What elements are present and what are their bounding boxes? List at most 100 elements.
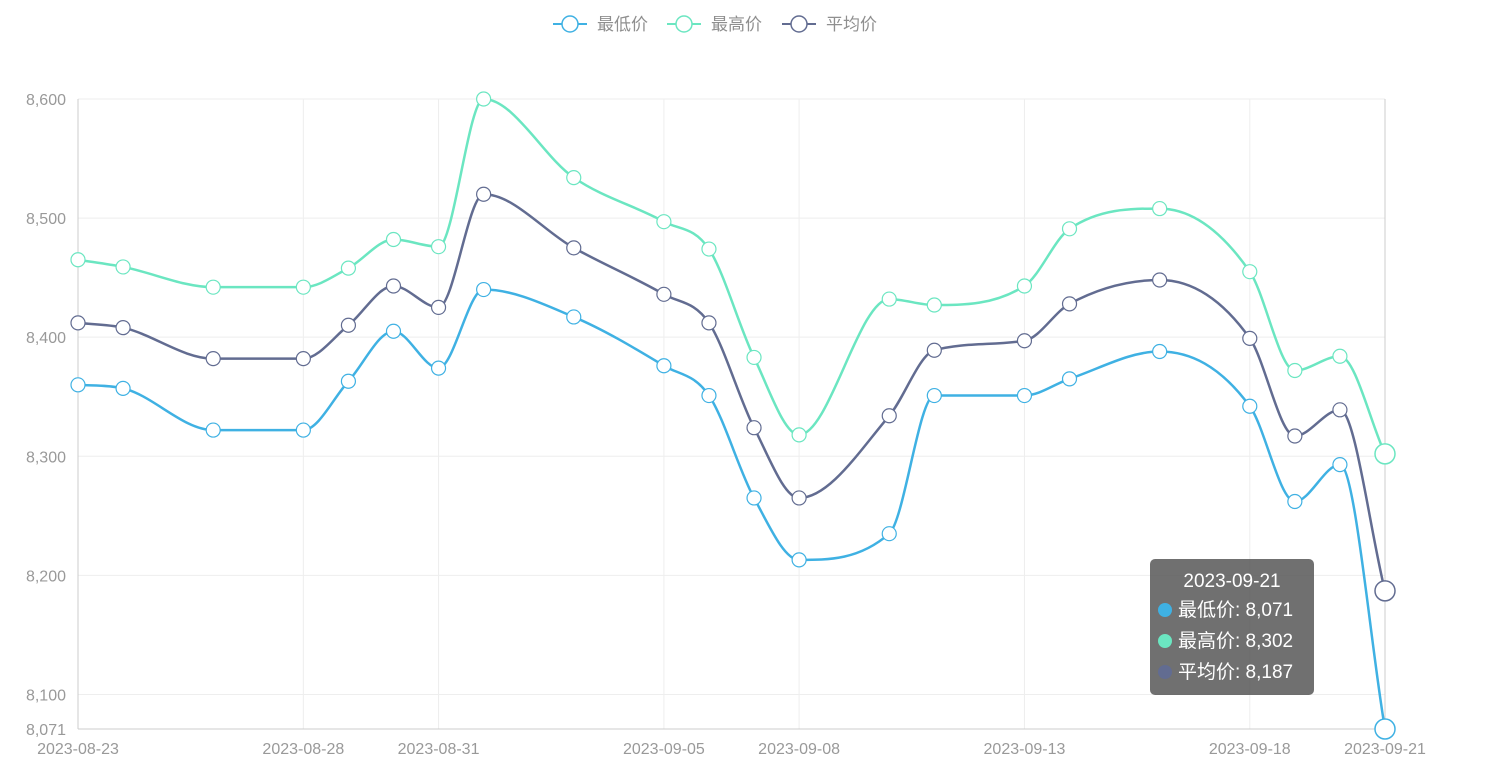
data-point bbox=[476, 186, 492, 202]
legend-marker bbox=[790, 15, 808, 33]
data-point bbox=[1287, 362, 1303, 379]
x-tick-label: 2023-09-05 bbox=[623, 741, 705, 758]
series-1 bbox=[70, 281, 1396, 740]
tooltip-text-high: 最高价: 8,302 bbox=[1178, 631, 1294, 652]
legend-marker bbox=[675, 15, 693, 33]
data-point bbox=[1332, 457, 1348, 473]
data-point bbox=[1152, 200, 1168, 217]
legend-item-label: 平均价 bbox=[826, 15, 877, 34]
data-point bbox=[881, 408, 897, 424]
data-point bbox=[1061, 296, 1078, 312]
data-point bbox=[385, 231, 402, 248]
tooltip-text-avg: 平均价: 8,187 bbox=[1178, 662, 1294, 683]
data-point bbox=[1152, 272, 1168, 288]
data-point bbox=[70, 315, 86, 331]
data-point bbox=[476, 91, 492, 107]
data-point bbox=[791, 490, 807, 506]
data-point bbox=[791, 427, 807, 443]
legend-item-label: 最高价 bbox=[711, 15, 762, 34]
data-point bbox=[1287, 428, 1303, 444]
data-point bbox=[295, 351, 311, 367]
tooltip-dot-high bbox=[1158, 634, 1172, 648]
data-point bbox=[340, 373, 357, 389]
data-point bbox=[1016, 278, 1033, 294]
data-point bbox=[385, 278, 402, 294]
data-point bbox=[205, 351, 221, 367]
tooltip: 2023-09-21 最低价: 8,071 最高价: 8,302 平均价: 8,… bbox=[1150, 559, 1314, 695]
data-point bbox=[295, 422, 311, 438]
x-tick-label: 2023-09-13 bbox=[984, 741, 1066, 758]
data-point bbox=[1287, 493, 1303, 510]
data-point bbox=[385, 323, 402, 339]
data-point bbox=[656, 358, 672, 374]
data-point bbox=[1242, 330, 1258, 346]
x-tick-label: 2023-09-21 bbox=[1344, 741, 1426, 758]
series-3 bbox=[70, 186, 1396, 602]
data-point bbox=[115, 380, 131, 396]
data-point bbox=[746, 420, 762, 436]
data-point bbox=[926, 342, 942, 358]
data-point bbox=[205, 422, 221, 438]
data-point bbox=[205, 279, 221, 295]
tooltip-row-high: 最高价: 8,302 bbox=[1150, 626, 1314, 657]
y-tick-label: 8,300 bbox=[26, 449, 66, 466]
y-tick-label: 8,500 bbox=[26, 211, 66, 228]
x-tick-label: 2023-09-08 bbox=[758, 741, 840, 758]
data-point bbox=[656, 214, 672, 230]
data-point bbox=[1152, 343, 1168, 360]
data-point bbox=[791, 552, 807, 568]
y-tick-label: 8,600 bbox=[26, 92, 66, 109]
data-point bbox=[430, 299, 447, 316]
data-point bbox=[1242, 398, 1258, 414]
legend: 最低价 最高价 平均价 bbox=[553, 15, 877, 34]
data-point bbox=[566, 170, 582, 186]
x-tick-label: 2023-08-31 bbox=[398, 741, 480, 758]
tooltip-text-low: 最低价: 8,071 bbox=[1178, 600, 1294, 621]
x-tick-label: 2023-09-18 bbox=[1209, 741, 1291, 758]
data-point bbox=[926, 387, 942, 404]
data-point bbox=[1374, 580, 1396, 602]
data-point bbox=[566, 309, 582, 325]
tooltip-title: 2023-09-21 bbox=[1183, 571, 1281, 592]
data-point bbox=[115, 320, 131, 336]
data-point bbox=[701, 315, 717, 331]
data-point bbox=[1374, 443, 1396, 465]
data-point bbox=[1061, 371, 1078, 387]
data-point bbox=[295, 279, 311, 295]
data-point bbox=[881, 291, 897, 307]
y-tick-label: 8,100 bbox=[26, 687, 66, 704]
data-point bbox=[70, 377, 86, 393]
data-point bbox=[430, 360, 447, 376]
data-point bbox=[701, 241, 717, 257]
data-point bbox=[1242, 264, 1258, 280]
data-point bbox=[746, 490, 762, 506]
y-tick-label: 8,071 bbox=[26, 722, 66, 739]
data-point bbox=[1374, 718, 1396, 740]
series-2 bbox=[70, 91, 1396, 465]
y-tick-label: 8,400 bbox=[26, 330, 66, 347]
tooltip-row-low: 最低价: 8,071 bbox=[1150, 595, 1314, 626]
tooltip-row-avg: 平均价: 8,187 bbox=[1150, 657, 1314, 688]
data-point bbox=[70, 252, 86, 268]
data-point bbox=[115, 259, 131, 275]
series-line bbox=[77, 193, 1387, 592]
legend-marker bbox=[561, 15, 579, 33]
data-point bbox=[340, 260, 357, 276]
data-point bbox=[881, 526, 897, 542]
y-tick-label: 8,200 bbox=[26, 568, 66, 585]
tooltip-dot-avg bbox=[1158, 665, 1172, 679]
data-point bbox=[476, 281, 492, 298]
data-point bbox=[430, 239, 447, 255]
data-point bbox=[701, 387, 717, 404]
data-point bbox=[1332, 348, 1348, 364]
data-point bbox=[1016, 387, 1033, 404]
data-point bbox=[746, 349, 762, 366]
data-point bbox=[340, 317, 357, 333]
data-point bbox=[1061, 221, 1078, 237]
x-tick-label: 2023-08-28 bbox=[262, 741, 344, 758]
data-point bbox=[926, 297, 942, 313]
series-line bbox=[77, 97, 1387, 455]
tooltip-dot-low bbox=[1158, 603, 1172, 617]
data-point bbox=[1332, 402, 1348, 418]
